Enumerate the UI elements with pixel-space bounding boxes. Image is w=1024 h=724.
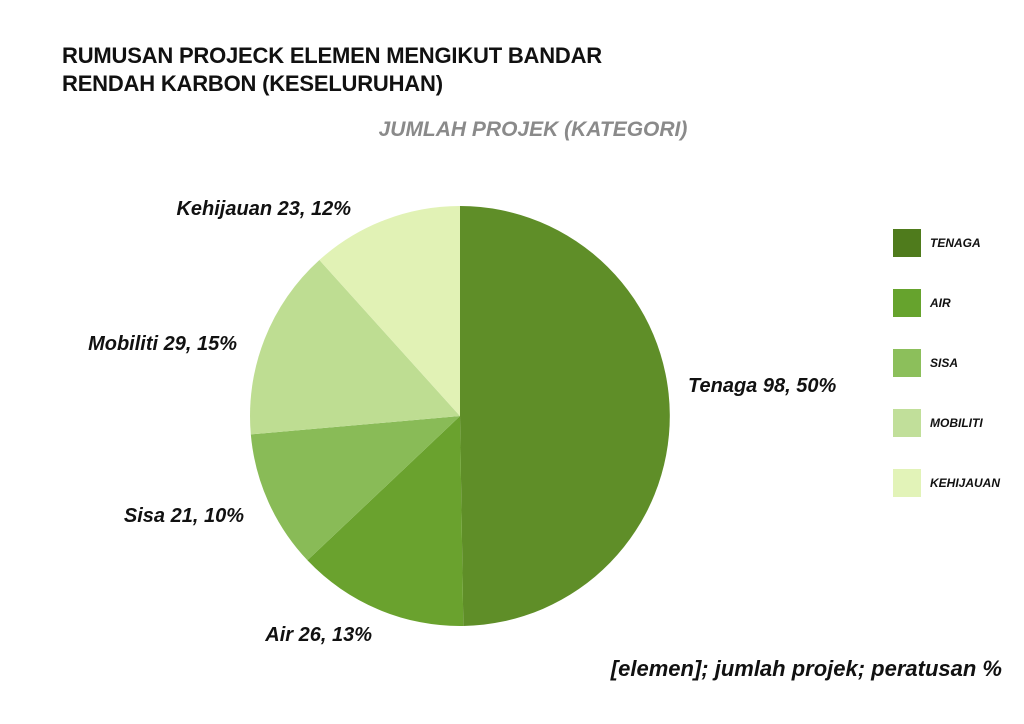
chart-title-line-1: RUMUSAN PROJECK ELEMEN MENGIKUT BANDAR <box>62 43 602 68</box>
legend-label-mobiliti: MOBILITI <box>930 416 983 430</box>
legend-swatch-tenaga <box>893 229 921 257</box>
legend-label-kehijauan: KEHIJAUAN <box>930 476 1001 490</box>
slice-label-mobiliti: Mobiliti 29, 15% <box>88 333 237 355</box>
legend-swatch-mobiliti <box>893 409 921 437</box>
pie-slice-sisa <box>250 416 460 561</box>
chart-subtitle: JUMLAH PROJEK (KATEGORI) <box>378 118 688 141</box>
pie-slices <box>250 206 670 626</box>
footnote: [elemen]; jumlah projek; peratusan % <box>610 656 1002 681</box>
slice-label-tenaga: Tenaga 98, 50% <box>688 375 836 397</box>
pie-slice-tenaga <box>460 206 670 626</box>
legend-label-sisa: SISA <box>930 356 959 370</box>
legend-label-air: AIR <box>930 296 951 310</box>
legend-swatch-kehijauan <box>893 469 921 497</box>
legend-swatch-air <box>893 289 921 317</box>
pie-slice-kehijauan <box>319 206 460 416</box>
legend-swatch-sisa <box>893 349 921 377</box>
pie-slice-air <box>307 416 464 626</box>
chart-title: RUMUSAN PROJECK ELEMEN MENGIKUT BANDAR R… <box>62 42 602 98</box>
slice-label-sisa: Sisa 21, 10% <box>124 505 244 527</box>
pie-labels: Tenaga 98, 50% Air 26, 13% Sisa 21, 10% Mob… <box>88 198 836 646</box>
legend-label-tenaga: TENAGA <box>930 236 981 250</box>
pie-slice-mobiliti <box>250 260 460 435</box>
chart-title-line-2: RENDAH KARBON (KESELURUHAN) <box>62 71 443 96</box>
slice-label-air: Air 26, 13% <box>264 624 372 646</box>
slice-label-kehijauan: Kehijauan 23, 12% <box>176 198 351 220</box>
